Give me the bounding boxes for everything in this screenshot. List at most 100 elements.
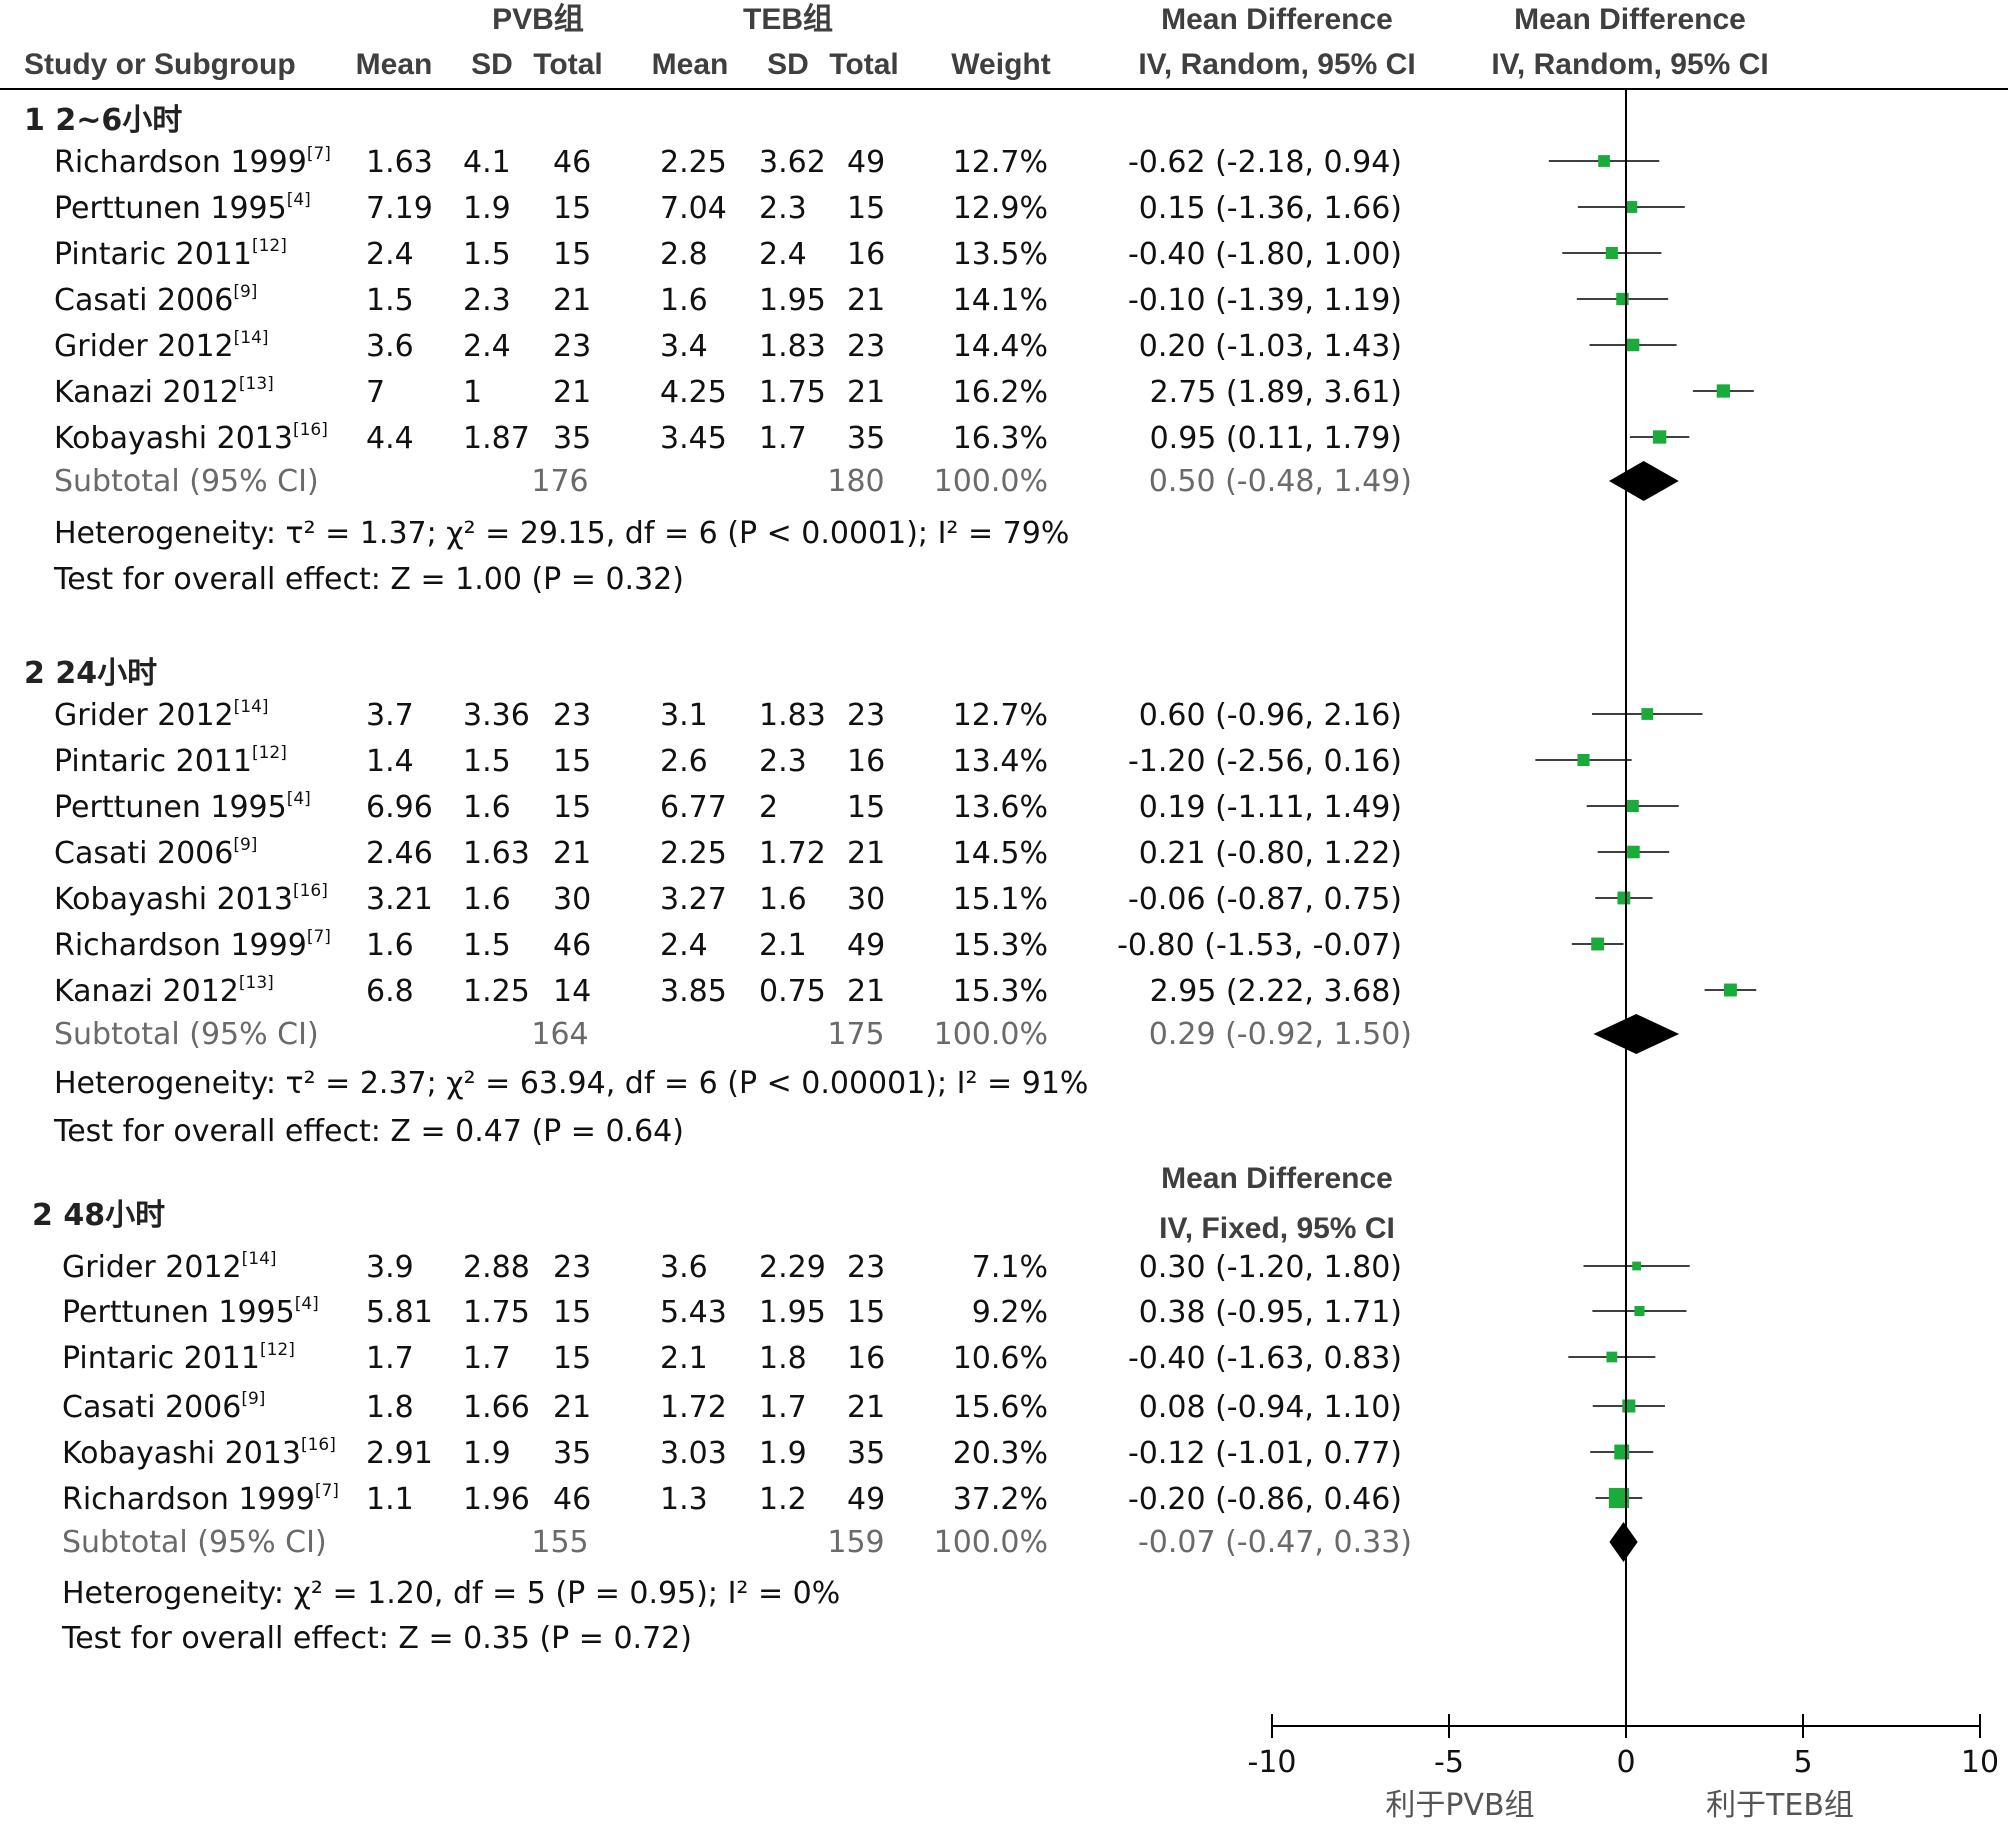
pvb-total-cell: 30 (553, 882, 591, 917)
pvb-sd-cell: 1.66 (463, 1390, 530, 1425)
study-ref: [14] (242, 1249, 277, 1269)
teb-total-cell: 21 (847, 974, 885, 1009)
overall-effect-text: Test for overall effect: Z = 1.00 (P = 0… (53, 562, 684, 597)
weight-cell: 10.6% (953, 1341, 1048, 1376)
heterogeneity-text: Heterogeneity: τ² = 1.37; χ² = 29.15, df… (54, 516, 1069, 551)
pvb-sd-cell: 1.96 (463, 1482, 530, 1517)
pvb-mean-cell: 1.4 (366, 744, 414, 779)
study-name: Richardson 1999[7] (54, 144, 331, 180)
pvb-mean-cell: 1.8 (366, 1390, 414, 1425)
teb-total-cell: 23 (847, 698, 885, 733)
pvb-sd-cell: 1.5 (463, 928, 511, 963)
weight-cell: 15.6% (953, 1390, 1048, 1425)
teb-mean-cell: 2.25 (660, 836, 727, 871)
teb-mean-cell: 2.1 (660, 1341, 708, 1376)
subgroup-title: 2 48小时 (32, 1198, 165, 1233)
subtotal-ci: 0.50 (-0.48, 1.49) (1149, 464, 1412, 499)
weight-cell: 13.5% (953, 237, 1048, 272)
favours-left-label: 利于PVB组 (1385, 1788, 1534, 1823)
pvb-total-cell: 15 (553, 191, 591, 226)
teb-total-cell: 30 (847, 882, 885, 917)
effect-square (1641, 708, 1654, 720)
teb-total-cell: 16 (847, 744, 885, 779)
teb-sd-cell: 1.75 (759, 375, 826, 410)
pvb-sd-cell: 1.9 (463, 1436, 511, 1471)
pvb-mean-cell: 3.9 (366, 1250, 414, 1285)
weight-header: Weight (951, 48, 1050, 81)
teb-sd-cell: 2.3 (759, 191, 807, 226)
effect-square (1634, 1305, 1645, 1317)
teb-total-cell: 21 (847, 1390, 885, 1425)
pvb-sd-cell: 1.75 (463, 1295, 530, 1330)
plot-title-header: Mean Difference (1514, 3, 1746, 36)
ci-cell: 2.75 (1.89, 3.61) (1150, 375, 1402, 410)
teb-sd-cell: 1.2 (759, 1482, 807, 1517)
study-ref: [9] (233, 282, 257, 302)
subtotal-pvb-total: 155 (531, 1525, 588, 1560)
subtotal-diamond (1609, 461, 1679, 501)
study-ref: [12] (252, 236, 287, 256)
ci-cell: -0.40 (-1.63, 0.83) (1128, 1341, 1402, 1376)
subtotal-weight: 100.0% (934, 1525, 1048, 1560)
teb-sd-cell: 2.29 (759, 1250, 826, 1285)
ci-cell: -0.10 (-1.39, 1.19) (1128, 283, 1402, 318)
subtotal-ci: 0.29 (-0.92, 1.50) (1149, 1017, 1412, 1052)
study-ref: [7] (307, 144, 331, 164)
teb-sd-cell: 2 (759, 790, 778, 825)
plot-method-header: IV, Random, 95% CI (1491, 48, 1768, 81)
study-ref: [12] (252, 743, 287, 763)
teb-total-cell: 23 (847, 1250, 885, 1285)
study-name: Casati 2006[9] (54, 282, 257, 318)
study-ref: [16] (293, 420, 328, 440)
weight-cell: 15.3% (953, 974, 1048, 1009)
pvb-sd-cell: 2.4 (463, 329, 511, 364)
subgroup-title: 1 2~6小时 (24, 103, 182, 138)
teb-total-cell: 49 (847, 145, 885, 180)
teb-sd-cell: 1.83 (759, 698, 826, 733)
study-name: Grider 2012[14] (62, 1249, 277, 1285)
ci-cell: -0.12 (-1.01, 0.77) (1128, 1436, 1402, 1471)
weight-cell: 37.2% (953, 1482, 1048, 1517)
teb-sd-cell: 1.8 (759, 1341, 807, 1376)
subtotal-diamond (1593, 1014, 1680, 1054)
ci-cell: -0.40 (-1.80, 1.00) (1128, 237, 1402, 272)
pvb-mean-cell: 1.1 (366, 1482, 414, 1517)
study-column-header: Study or Subgroup (24, 48, 296, 81)
ci-cell: -1.20 (-2.56, 0.16) (1128, 744, 1402, 779)
pvb-mean-cell: 1.6 (366, 928, 414, 963)
teb-sd-cell: 1.6 (759, 882, 807, 917)
pvb-total-header: Total (533, 48, 602, 81)
pvb-total-cell: 15 (553, 1295, 591, 1330)
subtotal-teb-total: 180 (827, 464, 884, 499)
study-name: Kanazi 2012[13] (54, 374, 274, 410)
teb-mean-cell: 1.6 (660, 283, 708, 318)
heterogeneity-text: Heterogeneity: τ² = 2.37; χ² = 63.94, df… (54, 1066, 1088, 1101)
subtotal-label: Subtotal (95% CI) (54, 1017, 319, 1052)
teb-sd-cell: 2.4 (759, 237, 807, 272)
subgroup-method-title: Mean Difference (1161, 1162, 1393, 1195)
pvb-total-cell: 35 (553, 421, 591, 456)
subtotal-weight: 100.0% (934, 464, 1048, 499)
effect-square (1626, 338, 1640, 352)
teb-total-header: Total (829, 48, 898, 81)
pvb-sd-cell: 1.87 (463, 421, 530, 456)
teb-mean-cell: 1.72 (660, 1390, 727, 1425)
effect-square (1606, 1351, 1618, 1363)
teb-mean-cell: 2.25 (660, 145, 727, 180)
study-name: Kobayashi 2013[16] (62, 1435, 336, 1471)
teb-total-cell: 35 (847, 1436, 885, 1471)
pvb-mean-cell: 1.5 (366, 283, 414, 318)
weight-cell: 15.3% (953, 928, 1048, 963)
ci-cell: 0.30 (-1.20, 1.80) (1139, 1250, 1402, 1285)
pvb-mean-cell: 2.4 (366, 237, 414, 272)
effect-square (1632, 1261, 1642, 1271)
pvb-total-cell: 21 (553, 375, 591, 410)
teb-mean-cell: 1.3 (660, 1482, 708, 1517)
pvb-sd-cell: 1.25 (463, 974, 530, 1009)
teb-total-cell: 21 (847, 836, 885, 871)
plot-marks (1535, 155, 1757, 1562)
teb-mean-cell: 3.6 (660, 1250, 708, 1285)
study-name: Perttunen 1995[4] (62, 1294, 319, 1330)
subgroup-method-sub: IV, Fixed, 95% CI (1159, 1212, 1395, 1245)
